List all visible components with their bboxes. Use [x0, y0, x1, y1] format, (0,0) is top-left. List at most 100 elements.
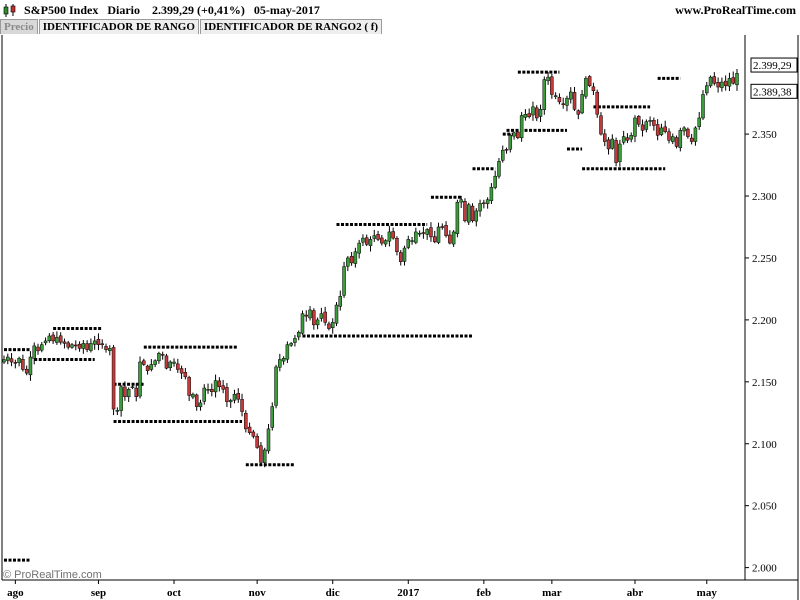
x-tick-label: may — [697, 587, 718, 599]
candle-body — [338, 296, 343, 307]
candle-body — [402, 247, 407, 262]
candle-body — [202, 387, 207, 402]
candle-body — [149, 364, 154, 370]
candle-body — [206, 389, 210, 391]
indicator-tabs: Precio IDENTIFICADOR DE RANGO IDENTIFICA… — [0, 19, 383, 34]
candle-body — [500, 149, 505, 161]
candle-body — [440, 226, 445, 228]
candle-body — [55, 336, 59, 343]
candle-body — [701, 94, 705, 119]
candle-body — [187, 377, 191, 396]
candle-body — [104, 346, 108, 350]
candle-body — [330, 322, 335, 328]
candle-body — [606, 139, 611, 150]
tab-range-identifier-2[interactable]: IDENTIFICADOR DE RANGO2 ( f) — [199, 19, 383, 34]
candle-body — [508, 135, 513, 150]
candle-body — [595, 91, 599, 115]
candle-body — [637, 116, 641, 125]
candle-body — [36, 346, 40, 352]
candle-body — [459, 199, 463, 203]
candle-body — [421, 232, 426, 234]
candle-body — [270, 406, 275, 428]
candle-body — [349, 255, 354, 264]
candle-body — [432, 236, 437, 243]
y-tick-label: 2.350 — [752, 129, 777, 141]
site-label[interactable]: www.ProRealTime.com — [675, 3, 796, 17]
candle-body — [327, 323, 331, 329]
candle-body — [240, 399, 244, 412]
candle-body — [198, 402, 203, 408]
candle-body — [463, 201, 467, 222]
candle-body — [625, 137, 630, 141]
candle-body — [281, 358, 286, 362]
candle-body — [659, 127, 664, 135]
candle-body — [542, 79, 547, 110]
candle-body — [406, 239, 411, 248]
candle-body — [686, 128, 690, 137]
candle-body — [466, 204, 471, 223]
quote-date: 05-may-2017 — [253, 3, 320, 17]
x-tick-label: nov — [249, 587, 267, 599]
x-tick-label: oct — [167, 587, 181, 599]
candle-body — [293, 338, 297, 343]
candle-body — [671, 136, 675, 142]
candle-body — [674, 137, 679, 147]
candle-body — [232, 393, 237, 401]
instrument-title: S&P500 Index — [24, 3, 99, 17]
y-tick-label: 2.200 — [752, 315, 777, 327]
candle-body — [115, 410, 120, 412]
instrument-header: S&P500 Index Diario 2.399,29 (+0,41%) 05… — [24, 3, 320, 19]
candle-body — [504, 149, 509, 151]
candle-body — [119, 386, 123, 411]
candle-body — [663, 126, 667, 132]
candle-body — [553, 95, 558, 97]
candle-body — [478, 203, 482, 212]
y-tick-label: 2.000 — [752, 563, 777, 575]
x-tick-label: feb — [477, 587, 492, 599]
candle-body — [312, 310, 316, 326]
candle-body — [576, 110, 581, 115]
candle-body — [111, 347, 116, 410]
candle-body — [92, 340, 97, 345]
x-tick-label: 2017 — [397, 587, 420, 599]
tab-price[interactable]: Precio — [0, 19, 38, 34]
last-price: 2.399,29 — [152, 3, 195, 17]
timeframe-label: Diario — [107, 3, 141, 17]
candle-body — [678, 130, 683, 148]
candle-body — [538, 109, 543, 117]
x-tick-label: sep — [91, 587, 106, 599]
candle-body — [633, 117, 637, 137]
candle-body — [531, 106, 535, 116]
candle-body — [682, 127, 686, 132]
candle-body — [2, 359, 6, 363]
candle-body — [550, 76, 554, 95]
candlestick-icon — [3, 4, 16, 17]
candle-body — [262, 449, 267, 463]
candle-body — [444, 225, 448, 236]
candle-body — [346, 257, 350, 267]
candle-body — [640, 124, 645, 131]
candle-body — [614, 140, 618, 163]
y-tick-label: 2.150 — [752, 377, 777, 389]
candle-body — [217, 380, 222, 388]
price-label: 2.389,38 — [753, 86, 792, 98]
candle-body — [58, 335, 63, 343]
candle-body — [17, 358, 21, 363]
tab-range-identifier[interactable]: IDENTIFICADOR DE RANGO — [38, 19, 199, 34]
candle-body — [145, 365, 150, 371]
candle-body — [13, 362, 18, 364]
candle-body — [716, 81, 720, 88]
candle-body — [546, 76, 550, 82]
candle-body — [534, 107, 539, 119]
candle-body — [380, 237, 384, 244]
candle-body — [308, 309, 312, 319]
candle-body — [705, 85, 709, 94]
candle-body — [244, 412, 248, 430]
candle-body — [21, 359, 25, 370]
candle-body — [648, 120, 652, 122]
candle-body — [391, 231, 395, 239]
candle-body — [221, 385, 225, 390]
candle-body — [372, 235, 377, 239]
candle-body — [387, 231, 392, 242]
